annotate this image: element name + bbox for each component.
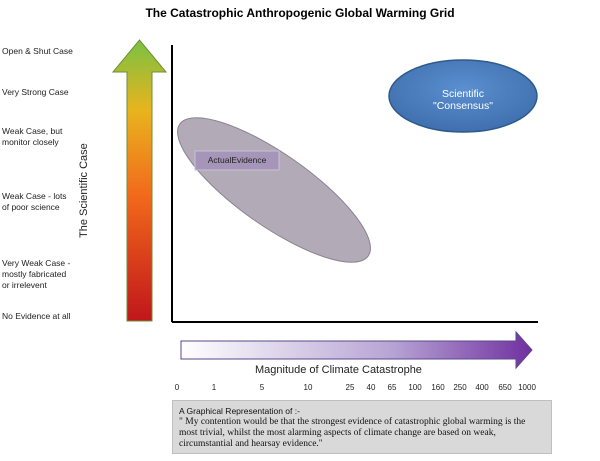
diagram-title: The Catastrophic Anthropogenic Global Wa… bbox=[145, 6, 455, 20]
x-tick: 10 bbox=[303, 383, 313, 392]
scientific-case-arrow bbox=[111, 39, 168, 322]
x-tick: 1 bbox=[211, 383, 217, 392]
caption-title: A Graphical Representation of :- bbox=[179, 406, 300, 416]
y-level-no-evidence: No Evidence at all bbox=[2, 311, 71, 321]
x-tick: 160 bbox=[431, 383, 445, 392]
x-tick: 5 bbox=[259, 383, 265, 392]
x-tick: 400 bbox=[475, 383, 489, 392]
y-level-open-shut: Open & Shut Case bbox=[2, 46, 73, 56]
scientific-consensus-line2: "Consensus" bbox=[433, 100, 493, 112]
scientific-consensus-label: Scientific "Consensus" bbox=[389, 88, 537, 112]
x-tick: 0 bbox=[174, 383, 180, 392]
caption-quote: " My contention would be that the strong… bbox=[179, 417, 526, 449]
x-tick: 100 bbox=[408, 383, 422, 392]
x-tick: 1000 bbox=[518, 383, 536, 392]
actual-evidence-bubble bbox=[177, 117, 371, 263]
scientific-consensus-bubble bbox=[388, 59, 538, 133]
scientific-consensus-line1: Scientific bbox=[441, 88, 484, 100]
x-tick: 650 bbox=[498, 383, 512, 392]
x-tick: 65 bbox=[387, 383, 397, 392]
x-axis-label: Magnitude of Climate Catastrophe bbox=[255, 364, 422, 376]
y-level-weak-monitor: Weak Case, but monitor closely bbox=[2, 126, 63, 147]
catastrophe-magnitude-arrow bbox=[180, 330, 533, 370]
y-level-weak-poor-science: Weak Case - lots of poor science bbox=[2, 191, 67, 212]
caption-box: A Graphical Representation of :- " My co… bbox=[172, 400, 552, 454]
x-tick: 250 bbox=[453, 383, 467, 392]
actual-evidence-label: ActualEvidence bbox=[207, 155, 267, 165]
actual-evidence-label-box bbox=[194, 150, 280, 171]
y-level-very-strong: Very Strong Case bbox=[2, 87, 69, 97]
x-tick: 25 bbox=[345, 383, 355, 392]
y-level-very-weak: Very Weak Case - mostly fabricated or ir… bbox=[2, 258, 71, 290]
x-tick: 40 bbox=[366, 383, 376, 392]
